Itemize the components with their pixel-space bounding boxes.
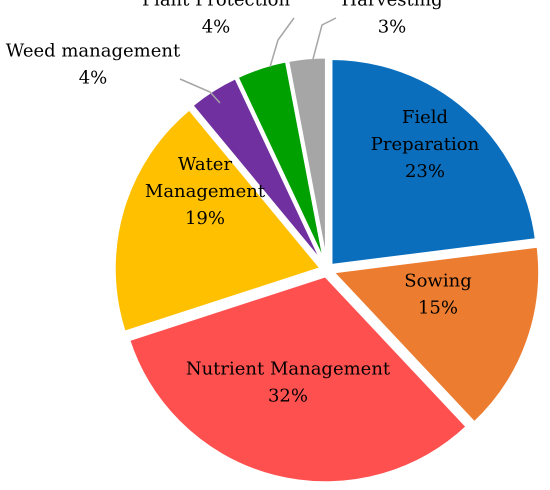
pie-slice-water-management	[112, 106, 324, 335]
pie-slice-weed-management	[189, 75, 326, 266]
pie-slice-harvesting	[285, 55, 328, 265]
data-label-plant-protection: Plant Protection 4%	[142, 0, 290, 38]
pie-slice-field-preparation	[329, 56, 539, 268]
pie-slice-sowing	[329, 244, 542, 426]
data-label-field-preparation: Field Preparation 23%	[371, 107, 480, 182]
leader-line-plant-protection	[269, 17, 295, 68]
data-label-water-management: Water Management 19%	[145, 154, 266, 229]
data-label-weed-management: Weed management 4%	[6, 41, 181, 89]
leader-lines	[179, 17, 337, 104]
pie-slices	[112, 55, 542, 485]
data-label-harvesting: Harvesting 3%	[341, 0, 442, 38]
leader-line-weed-management	[179, 78, 221, 104]
pie-slice-nutrient-management	[126, 274, 470, 485]
slice-labels: Field Preparation 23% Sowing 15% Nutrient Man…	[6, 0, 480, 407]
data-label-nutrient-management: Nutrient Management 32%	[186, 359, 391, 407]
leader-line-harvesting	[312, 17, 337, 60]
data-label-sowing: Sowing 15%	[404, 271, 471, 319]
